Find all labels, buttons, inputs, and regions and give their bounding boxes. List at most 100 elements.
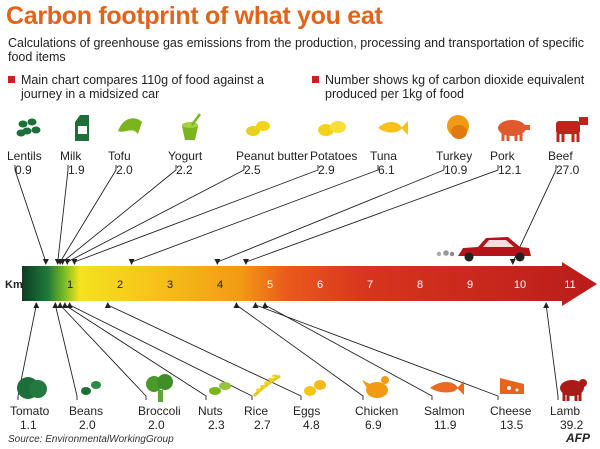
top-item-label: Beef 27.0 (548, 149, 579, 177)
pointer-dots (33, 259, 550, 308)
tick-label: 5 (267, 279, 273, 291)
beans-icon (81, 381, 101, 395)
bottom-item-label: Tomato 1.1 (10, 404, 49, 432)
leader-line (57, 165, 69, 263)
pointer-arrow (262, 302, 269, 308)
pointer-arrow (33, 302, 40, 308)
tick-label: 7 (367, 279, 373, 291)
item-name: Peanut butter (236, 149, 309, 163)
source-note: Source: EnvironmentalWorkingGroup (8, 434, 174, 445)
rice-icon (252, 374, 281, 398)
tofu-icon (118, 118, 142, 134)
item-value: 4.8 (303, 418, 320, 432)
tick-label: 9 (467, 279, 473, 291)
note-right-text: Number shows kg of carbon dioxide equiva… (325, 73, 585, 101)
item-value: 1.1 (20, 418, 37, 432)
item-name: Yogurt (168, 149, 203, 163)
leader-line (264, 304, 433, 400)
item-value: 13.5 (500, 418, 524, 432)
item-name: Rice (244, 404, 269, 418)
bottom-item-label: Nuts 2.3 (198, 404, 225, 432)
milk-carton-icon (75, 115, 89, 141)
item-value: 2.9 (318, 163, 335, 177)
item-name: Chicken (355, 404, 399, 418)
item-value: 12.1 (498, 163, 522, 177)
leader-line (245, 165, 499, 263)
item-value: 0.9 (15, 163, 32, 177)
cheese-icon (500, 378, 524, 394)
nuts-icon (209, 382, 231, 395)
pointer-arrow (42, 259, 49, 265)
leader-line (54, 304, 78, 400)
item-value: 2.3 (208, 418, 225, 432)
top-item-label: Turkey 10.9 (436, 149, 472, 177)
top-item-label: Yogurt 2.2 (168, 149, 202, 177)
item-name: Milk (60, 149, 82, 163)
leader-line (512, 165, 557, 263)
item-name: Turkey (436, 149, 473, 163)
pointer-arrow (509, 259, 516, 265)
afp-logo: AFP (566, 431, 590, 445)
item-value: 1.9 (68, 163, 85, 177)
axis-label-km: Km (5, 279, 23, 291)
item-name: Potatoes (310, 149, 358, 163)
leader-lines (14, 165, 559, 400)
item-value: 2.0 (79, 418, 96, 432)
item-value: 6.1 (378, 163, 395, 177)
tuna-icon (378, 121, 408, 135)
bottom-item-label: Chicken 6.9 (355, 404, 398, 432)
leader-line (545, 304, 559, 400)
item-name: Tuna (370, 149, 397, 163)
item-value: 2.0 (148, 418, 165, 432)
sheep-icon (560, 379, 587, 401)
chart-subtitle: Calculations of greenhouse gas emissions… (8, 36, 585, 64)
tick-label: 6 (317, 279, 323, 291)
item-value: 11.9 (434, 418, 457, 432)
pointer-arrow (64, 259, 71, 265)
note-bullet (312, 76, 319, 83)
tomato-icon (17, 377, 47, 399)
top-item-label: Potatoes 2.9 (310, 149, 357, 177)
bottom-item-label: Salmon 11.9 (424, 404, 465, 432)
leader-line (69, 304, 253, 400)
leader-line (59, 304, 147, 400)
pointer-arrow (252, 302, 259, 308)
pointer-arrow (61, 302, 68, 308)
item-value: 10.9 (444, 163, 468, 177)
pointer-arrow (214, 259, 221, 265)
top-item-label: Pork 12.1 (490, 149, 521, 177)
item-name: Beef (548, 149, 573, 163)
turkey-icon (447, 115, 469, 139)
pointer-arrow (71, 259, 78, 265)
food-icons (16, 113, 588, 402)
pointer-arrow (52, 302, 59, 308)
item-value: 2.2 (176, 163, 193, 177)
item-name: Salmon (424, 404, 465, 418)
item-name: Nuts (198, 404, 223, 418)
tick-label: 4 (217, 279, 223, 291)
item-value: 2.7 (254, 418, 271, 432)
tick-label: 1 (67, 279, 73, 291)
cow-icon (556, 117, 588, 142)
item-value: 2.5 (244, 163, 261, 177)
item-value: 6.9 (365, 418, 382, 432)
leader-line (236, 304, 364, 400)
tick-label: 3 (167, 279, 173, 291)
yogurt-icon (182, 113, 202, 140)
top-item-label: Tofu 2.0 (108, 149, 133, 177)
item-value: 2.0 (116, 163, 133, 177)
note-bullet (8, 76, 15, 83)
item-value: 39.2 (560, 418, 584, 432)
bottom-item-label: Eggs 4.8 (293, 404, 320, 432)
item-value: 27.0 (556, 163, 580, 177)
item-name: Beans (69, 404, 104, 418)
bottom-item-label: Cheese 13.5 (490, 404, 531, 432)
broccoli-icon (146, 374, 173, 402)
bottom-item-label: Beans 2.0 (69, 404, 103, 432)
potatoes-icon (318, 121, 346, 136)
top-item-label: Lentils 0.9 (7, 149, 42, 177)
pointer-arrow (66, 302, 73, 308)
item-name: Broccoli (138, 404, 181, 418)
eggs-icon (304, 380, 326, 396)
peanut-icon (246, 121, 270, 136)
